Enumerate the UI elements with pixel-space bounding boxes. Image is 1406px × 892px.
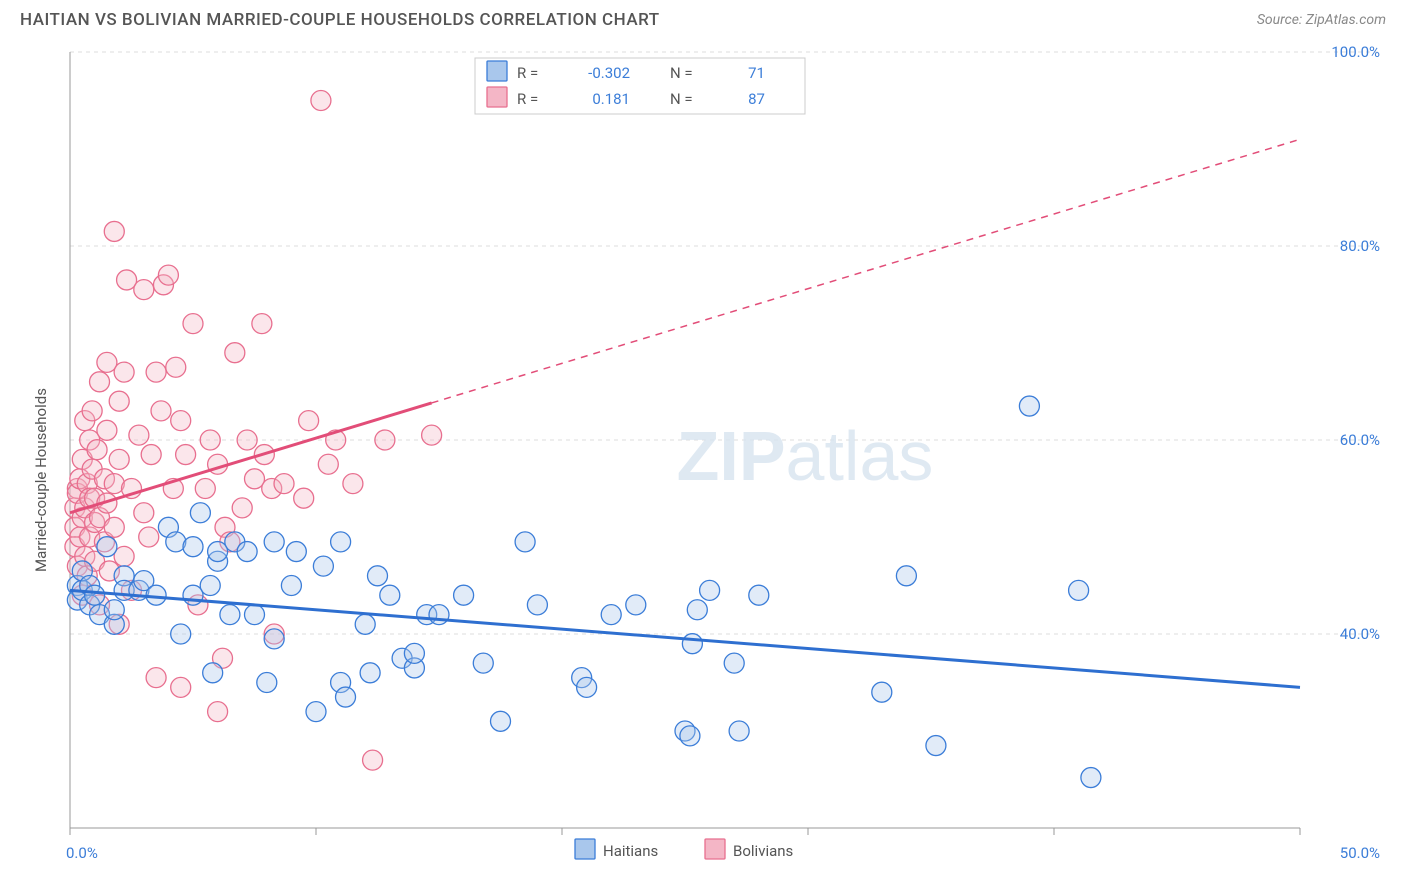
svg-text:-0.302: -0.302 <box>588 64 630 82</box>
svg-text:100.0%: 100.0% <box>1331 44 1380 61</box>
svg-text:R =: R = <box>517 64 538 82</box>
svg-text:71: 71 <box>748 64 765 82</box>
svg-text:R =: R = <box>517 90 538 108</box>
svg-text:0.0%: 0.0% <box>66 844 98 862</box>
svg-text:ZIPatlas: ZIPatlas <box>677 417 934 495</box>
chart-container: ZIPatlas 0.0% 50.0% 40.0% 60.0% 80.0% 100.0% Ma… <box>20 44 1386 872</box>
svg-text:Married-couple Households: Married-couple Households <box>32 388 50 572</box>
svg-text:0.181: 0.181 <box>592 90 630 108</box>
chart-title: HAITIAN VS BOLIVIAN MARRIED-COUPLE HOUSE… <box>20 10 660 30</box>
svg-text:Haitians: Haitians <box>603 842 658 860</box>
svg-text:40.0%: 40.0% <box>1340 625 1380 643</box>
scatter-chart: ZIPatlas 0.0% 50.0% 40.0% 60.0% 80.0% 100.0% Ma… <box>20 44 1386 872</box>
svg-text:80.0%: 80.0% <box>1340 237 1380 255</box>
svg-text:N =: N = <box>670 64 693 82</box>
header: HAITIAN VS BOLIVIAN MARRIED-COUPLE HOUSE… <box>0 0 1406 34</box>
svg-text:60.0%: 60.0% <box>1340 431 1380 449</box>
svg-text:50.0%: 50.0% <box>1340 844 1380 862</box>
svg-text:Bolivians: Bolivians <box>733 842 793 860</box>
svg-text:N =: N = <box>670 90 693 108</box>
source-attribution: Source: ZipAtlas.com <box>1257 12 1386 28</box>
svg-text:87: 87 <box>748 90 765 108</box>
